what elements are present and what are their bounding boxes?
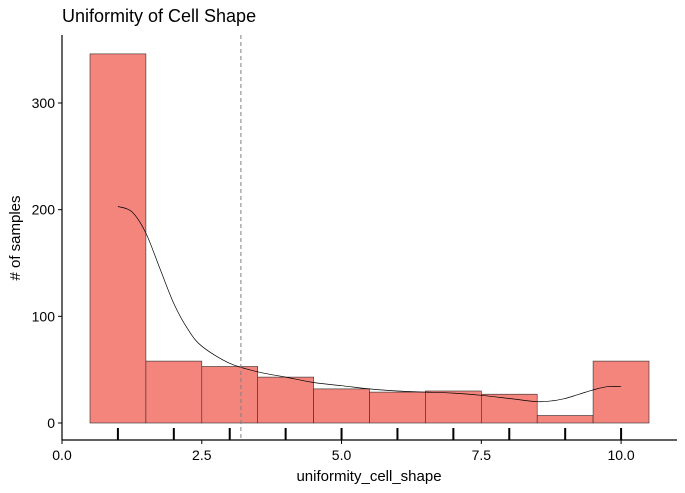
y-tick-label: 200 (32, 202, 56, 218)
x-tick-label: 7.5 (472, 447, 492, 463)
histogram-bar-7 (425, 390, 482, 424)
x-tick-label: 10.0 (607, 447, 634, 463)
y-tick-label: 300 (32, 95, 56, 111)
histogram-bar-10 (592, 360, 650, 424)
density-curve-layer (117, 206, 622, 403)
y-tick-label: 100 (32, 308, 56, 324)
x-axis-label: uniformity_cell_shape (296, 468, 441, 485)
histogram-bar-5 (313, 388, 370, 424)
histogram-bars (89, 53, 650, 424)
histogram-bar-1 (89, 53, 147, 424)
histogram-bar-3 (201, 366, 259, 424)
histogram-bar-9 (536, 415, 594, 424)
x-tick-label: 5.0 (332, 447, 352, 463)
x-axis-ticks: 0.0 2.5 5.0 7.5 10.0 (52, 440, 635, 463)
histogram-bar-6 (369, 391, 426, 424)
histogram-bar-8 (480, 393, 538, 424)
y-axis-ticks: 0 100 200 300 (32, 95, 62, 431)
rug-ticks (116, 428, 623, 440)
histogram-bar-4 (257, 376, 314, 424)
y-axis-label: # of samples (7, 195, 24, 280)
x-tick-label: 2.5 (192, 447, 212, 463)
density-curve (117, 206, 622, 403)
histogram-bar-2 (145, 360, 203, 424)
y-tick-label: 0 (47, 415, 55, 431)
x-tick-label: 0.0 (52, 447, 72, 463)
chart-title: Uniformity of Cell Shape (62, 6, 256, 26)
